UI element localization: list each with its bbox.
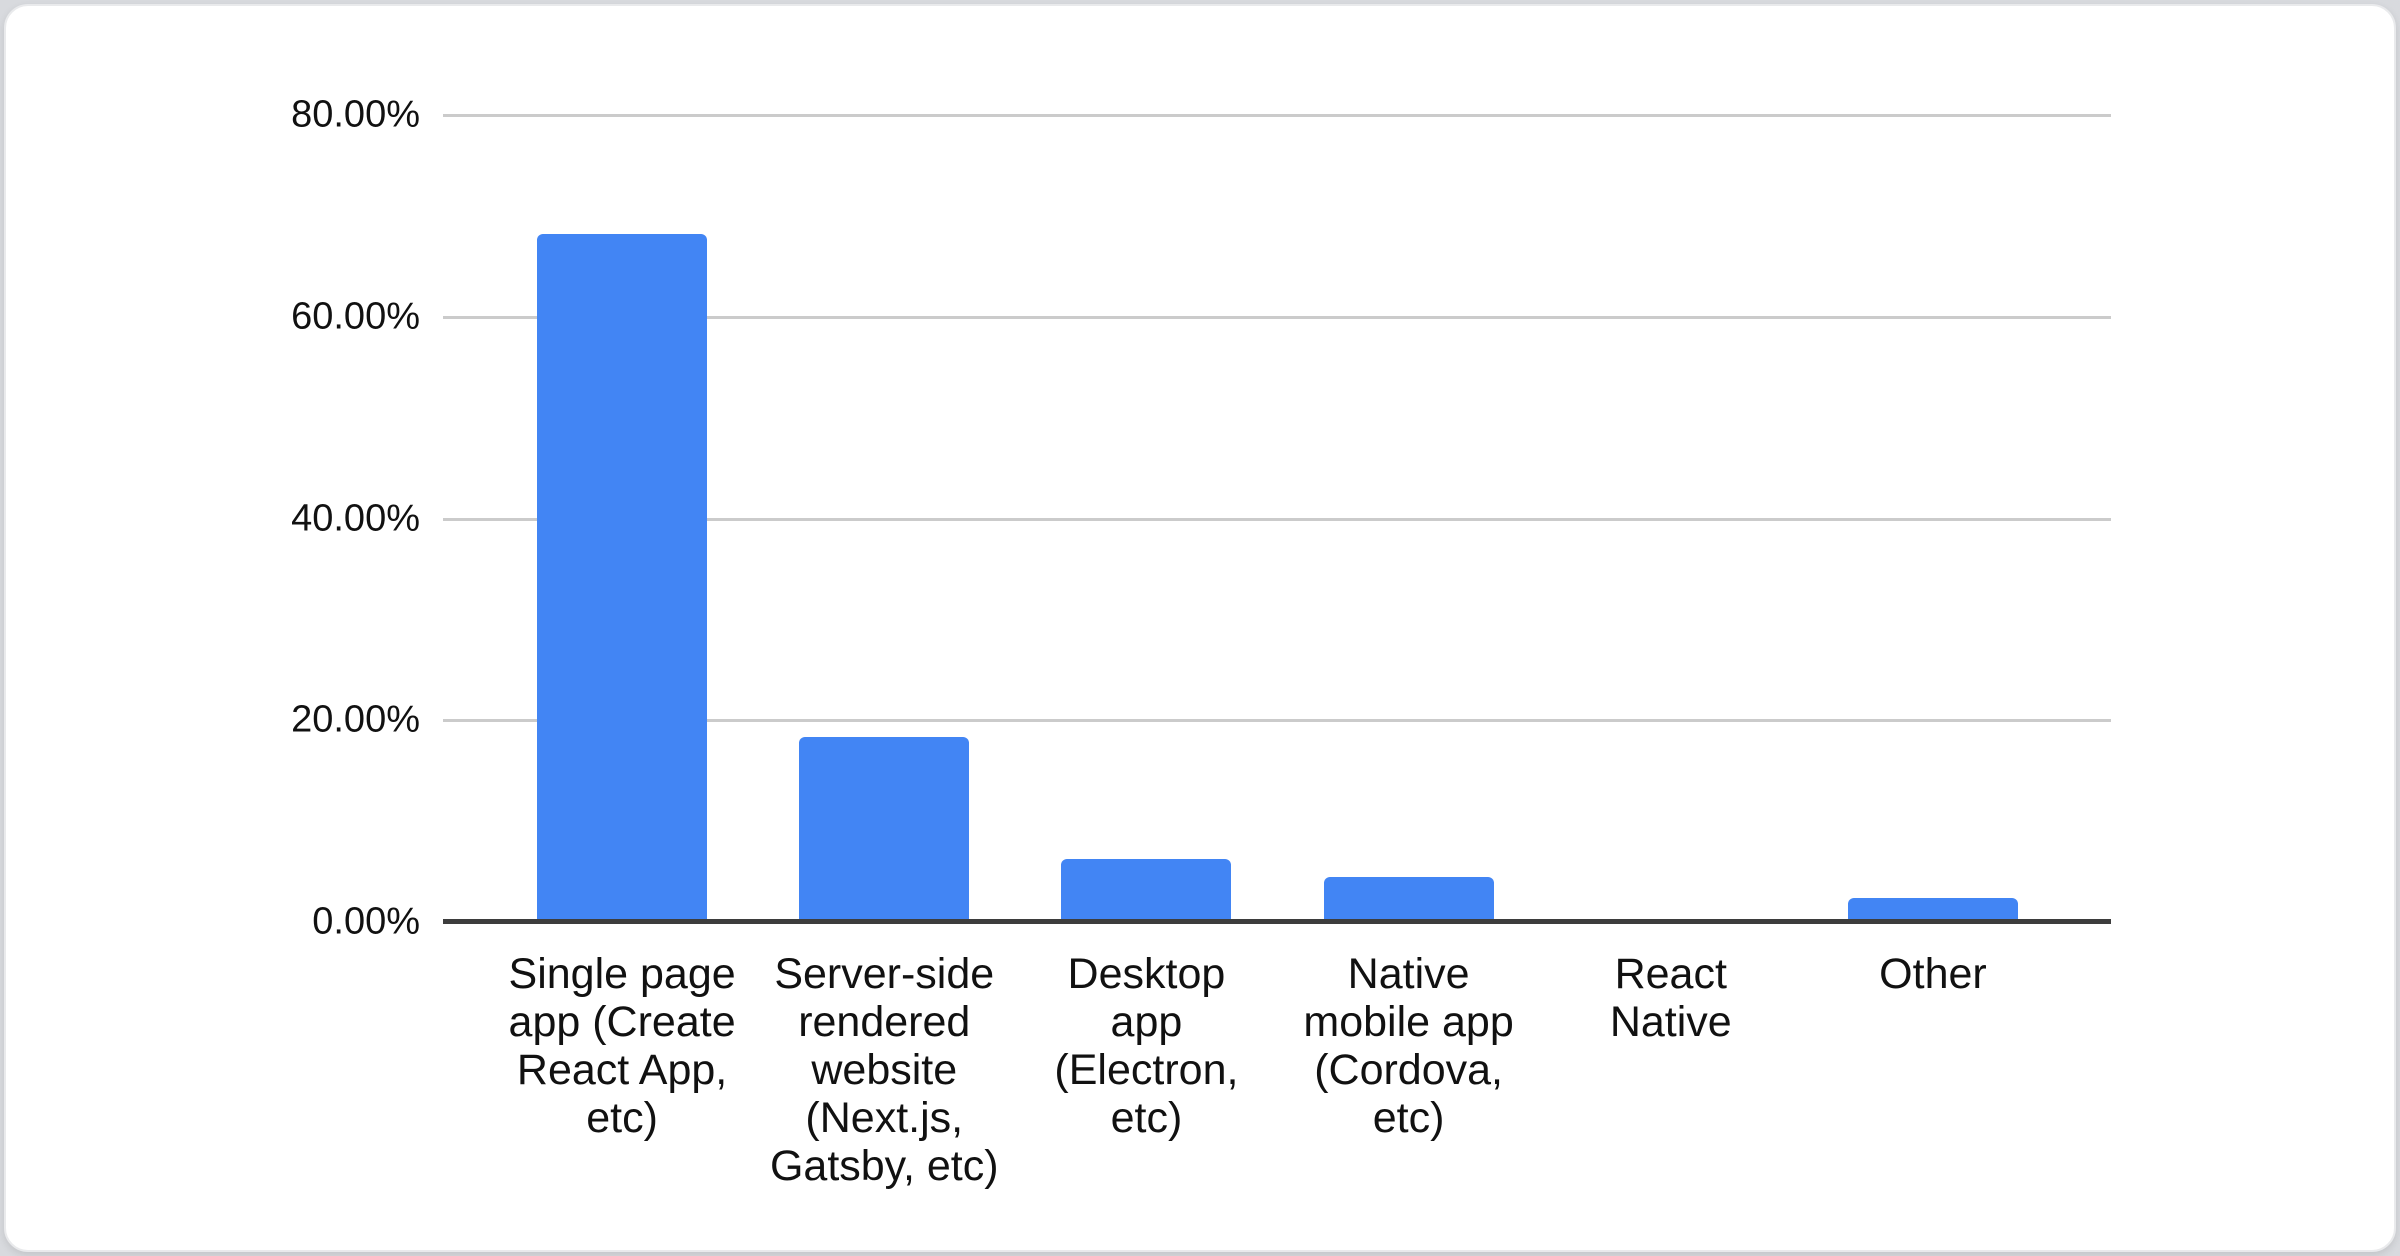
bar-column bbox=[1015, 115, 1277, 922]
x-axis-category-label: Server-side rendered website (Next.js, G… bbox=[769, 950, 999, 1190]
x-axis-line bbox=[443, 919, 2111, 924]
x-axis-category-label: Single page app (Create React App, etc) bbox=[508, 950, 736, 1142]
gridline bbox=[443, 315, 2111, 319]
gridline bbox=[443, 114, 2111, 117]
x-axis-category-label: Native mobile app (Cordova, etc) bbox=[1303, 950, 1514, 1142]
bar[interactable] bbox=[1323, 876, 1494, 922]
x-axis-labels: Single page app (Create React App, etc) S… bbox=[491, 950, 2064, 1190]
chart-card bbox=[4, 4, 2396, 1252]
y-axis-tick-label: 0.00% bbox=[312, 900, 420, 943]
gridline bbox=[443, 517, 2111, 521]
y-axis-tick-label: 40.00% bbox=[291, 497, 420, 539]
plot-area bbox=[443, 114, 2111, 924]
y-axis-tick-label: 20.00% bbox=[291, 698, 420, 741]
bar-column bbox=[1278, 115, 1540, 922]
bars-row bbox=[491, 115, 2064, 922]
bar[interactable] bbox=[1061, 859, 1232, 922]
bar-column bbox=[753, 115, 1015, 922]
x-axis-category-label: Other bbox=[1879, 950, 1987, 998]
bar[interactable] bbox=[799, 737, 970, 922]
y-axis-tick-label: 60.00% bbox=[291, 295, 420, 338]
x-axis-category-label: React Native bbox=[1609, 950, 1732, 1046]
x-axis-category-label: Desktop app (Electron, etc) bbox=[1054, 950, 1239, 1142]
bar-column bbox=[491, 115, 753, 922]
y-axis-tick-label: 80.00% bbox=[291, 93, 420, 136]
bar[interactable] bbox=[1847, 897, 2018, 922]
bar-column bbox=[1540, 115, 1802, 922]
bar-column bbox=[1802, 115, 2064, 922]
gridline bbox=[443, 719, 2111, 723]
bar[interactable] bbox=[537, 234, 708, 922]
